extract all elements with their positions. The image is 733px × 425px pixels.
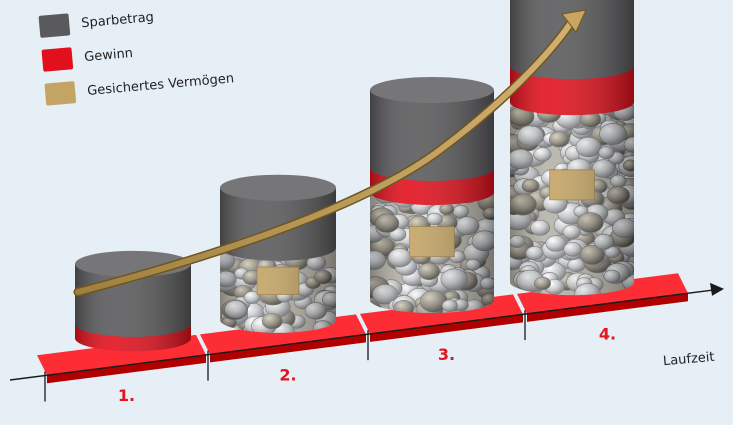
bar-sparbetrag-3 (370, 89, 494, 181)
bar-group-2 (220, 174, 336, 333)
legend-swatch-sparbetrag (38, 13, 71, 38)
x-tick-label: 3. (438, 345, 455, 364)
legend: Sparbetrag Gewinn Gesichertes Vermögen (38, 0, 235, 112)
trend-arrow (73, 9, 587, 297)
bar-shading (510, 66, 634, 116)
bar-shading (370, 191, 494, 313)
platform-front-4 (527, 293, 688, 322)
bar-shading (220, 247, 336, 333)
x-tick-label: 1. (118, 386, 135, 405)
bar-top-cap (370, 76, 494, 103)
platform-front-3 (370, 314, 523, 342)
x-axis-ticks: 1. 2. 3. 4. (9, 282, 724, 405)
bar-gesichertes-vermoegen-4 (510, 102, 634, 296)
platform-top-4 (517, 273, 688, 314)
legend-swatch-gewinn (41, 47, 74, 72)
bar-shading (370, 89, 494, 181)
bar-top-cap (220, 174, 336, 201)
x-axis-arrowhead (710, 282, 724, 296)
bar-shading (510, 102, 634, 296)
legend-label-gesichertes-vermoegen: Gesichertes Vermögen (86, 70, 235, 99)
x-axis-line (9, 289, 713, 381)
bar-group-4 (510, 0, 634, 296)
platform-front-2 (210, 334, 366, 363)
trend-arrow-head (561, 9, 587, 33)
platform-front-1 (47, 354, 206, 384)
legend-label-sparbetrag: Sparbetrag (80, 9, 155, 31)
x-tick-label: 4. (599, 325, 616, 344)
legend-swatch-gesichertes-vermoegen (44, 81, 77, 106)
trend-arrow-line (75, 15, 577, 295)
bar-gewinn-4 (510, 66, 634, 116)
legend-label-gewinn: Gewinn (83, 45, 134, 65)
x-tick-label: 2. (279, 365, 296, 384)
